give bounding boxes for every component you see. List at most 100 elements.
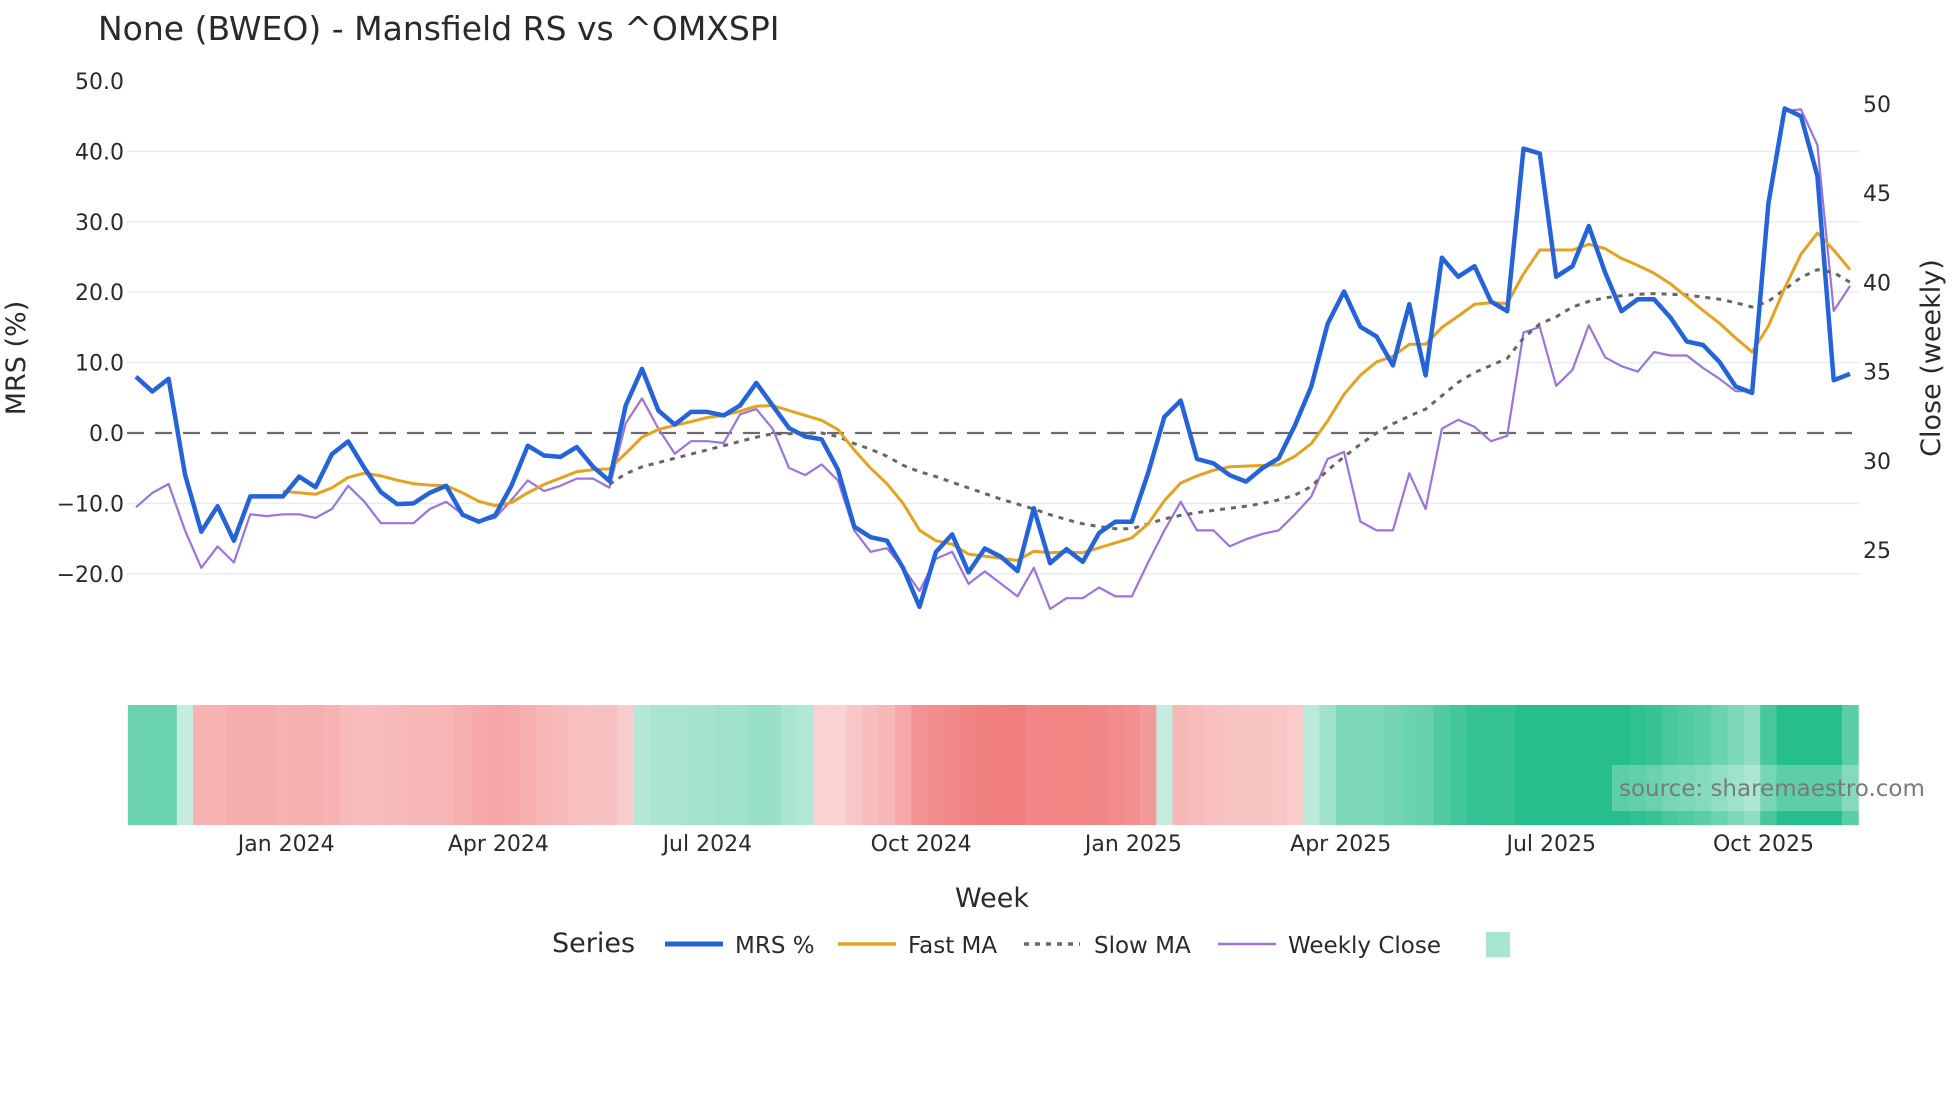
- legend-label-weekly-close: Weekly Close: [1288, 933, 1441, 959]
- chart-title: None (BWEO) - Mansfield RS vs ^OMXSPI: [98, 9, 780, 48]
- legend-label-fast-ma: Fast MA: [908, 933, 997, 959]
- y-tick-label: 20.0: [75, 281, 124, 306]
- heatmap-cell: [1058, 705, 1076, 825]
- y-axis-right-ticks: 50 45 40 35 30 25: [1863, 93, 1891, 564]
- heatmap-cell: [176, 705, 194, 825]
- heatmap-cell: [1645, 705, 1663, 825]
- heatmap-cell: [895, 705, 912, 825]
- heatmap-cell: [1156, 705, 1174, 825]
- heatmap-cell: [1450, 705, 1467, 825]
- gridlines: [127, 150, 1859, 575]
- heatmap-cell: [1580, 705, 1598, 825]
- heatmap-cell: [274, 705, 292, 825]
- legend-swatch-heatmap[interactable]: [1486, 932, 1510, 957]
- heatmap-cell: [1711, 705, 1729, 825]
- legend-item-mrs[interactable]: MRS %: [665, 933, 815, 959]
- heatmap-cell: [519, 705, 537, 825]
- heatmap-cell: [193, 705, 211, 825]
- heatmap-cell: [160, 705, 178, 825]
- mrs-line: [134, 106, 1851, 610]
- heatmap-cell: [307, 705, 325, 825]
- heatmap-cell: [1548, 705, 1565, 825]
- heatmap-cell: [617, 705, 635, 825]
- heatmap-cell: [225, 705, 243, 825]
- heatmap-cell: [1205, 705, 1223, 825]
- heatmap-cell: [1123, 705, 1141, 825]
- heatmap-cell: [1613, 705, 1631, 825]
- x-tick-label: Apr 2024: [448, 832, 549, 857]
- y-axis-right-title: Close (weekly): [1916, 259, 1947, 457]
- heatmap-cell: [764, 705, 782, 825]
- heatmap-cell: [1760, 705, 1778, 825]
- heatmap-cell: [976, 705, 994, 825]
- weekly-close-line: [135, 108, 1851, 611]
- heatmap-cell: [1319, 705, 1337, 825]
- heatmap-cell: [1776, 705, 1794, 825]
- heatmap-cell: [1433, 705, 1451, 825]
- heatmap-cell: [356, 705, 374, 825]
- fast-ma-line: [282, 231, 1852, 562]
- heatmap-cell: [862, 705, 880, 825]
- heatmap-cell: [242, 705, 260, 825]
- heatmap-cell: [454, 705, 472, 825]
- heatmap-cell: [1352, 705, 1370, 825]
- heatmap-cell: [1515, 705, 1533, 825]
- heatmap-cell: [291, 705, 308, 825]
- heatmap-cell: [372, 705, 390, 825]
- source-annotation-box: [1612, 765, 1859, 811]
- heatmap-cell: [503, 705, 521, 825]
- heatmap-cell: [1727, 705, 1745, 825]
- heatmap-cell: [878, 705, 896, 825]
- heatmap-cell: [1254, 705, 1272, 825]
- heatmap-cell: [748, 705, 766, 825]
- y-tick-label: 10.0: [75, 352, 124, 377]
- heatmap-cell: [1417, 705, 1435, 825]
- heatmap-cell: [1090, 705, 1108, 825]
- legend-item-fast-ma[interactable]: Fast MA: [838, 933, 997, 959]
- y2-tick-label: 45: [1863, 182, 1891, 207]
- series-lines: [134, 106, 1852, 611]
- x-tick-label: Apr 2025: [1290, 832, 1391, 857]
- slow-ma-line: [608, 268, 1851, 531]
- heatmap-cell: [1384, 705, 1402, 825]
- y-tick-label: 0.0: [89, 422, 124, 447]
- heatmap-cell: [1107, 705, 1125, 825]
- heatmap-cell: [1025, 705, 1043, 825]
- heatmap-cell: [1139, 705, 1157, 825]
- y2-tick-label: 40: [1863, 271, 1891, 296]
- x-axis-title: Week: [955, 883, 1029, 914]
- x-tick-label: Jul 2024: [661, 832, 753, 857]
- regime-heatmap-strip: [127, 705, 1859, 825]
- heatmap-cell: [1237, 705, 1255, 825]
- heatmap-cell: [1221, 705, 1239, 825]
- legend-item-slow-ma[interactable]: Slow MA: [1024, 933, 1191, 959]
- heatmap-cell: [1662, 705, 1680, 825]
- legend-title: Series: [552, 928, 635, 959]
- heatmap-cell: [780, 705, 798, 825]
- heatmap-cell: [682, 705, 700, 825]
- y2-tick-label: 25: [1863, 539, 1891, 564]
- heatmap-cell: [1809, 705, 1827, 825]
- y-tick-label: 50.0: [75, 70, 124, 95]
- heatmap-cell: [927, 705, 945, 825]
- heatmap-cell: [421, 705, 439, 825]
- heatmap-cell: [1074, 705, 1092, 825]
- heatmap-cell: [127, 705, 145, 825]
- legend-item-weekly-close[interactable]: Weekly Close: [1218, 933, 1441, 959]
- heatmap-cell: [584, 705, 602, 825]
- heatmap-cell: [1303, 705, 1321, 825]
- y-tick-label: −20.0: [57, 563, 124, 588]
- heatmap-cell: [405, 705, 423, 825]
- source-annotation: source: sharemaestro.com: [1619, 776, 1925, 802]
- heatmap-cell: [960, 705, 978, 825]
- heatmap-cell: [1841, 705, 1859, 825]
- heatmap-cell: [601, 705, 619, 825]
- heatmap-cell: [1009, 705, 1027, 825]
- heatmap-cell: [258, 705, 276, 825]
- heatmap-cell: [1694, 705, 1712, 825]
- y-axis-left-ticks: 50.0 40.0 30.0 20.0 10.0 0.0 −10.0 −20.0: [57, 70, 124, 588]
- heatmap-cell: [633, 705, 651, 825]
- heatmap-cell: [470, 705, 488, 825]
- heatmap-cell: [813, 705, 831, 825]
- heatmap-cell: [1466, 705, 1484, 825]
